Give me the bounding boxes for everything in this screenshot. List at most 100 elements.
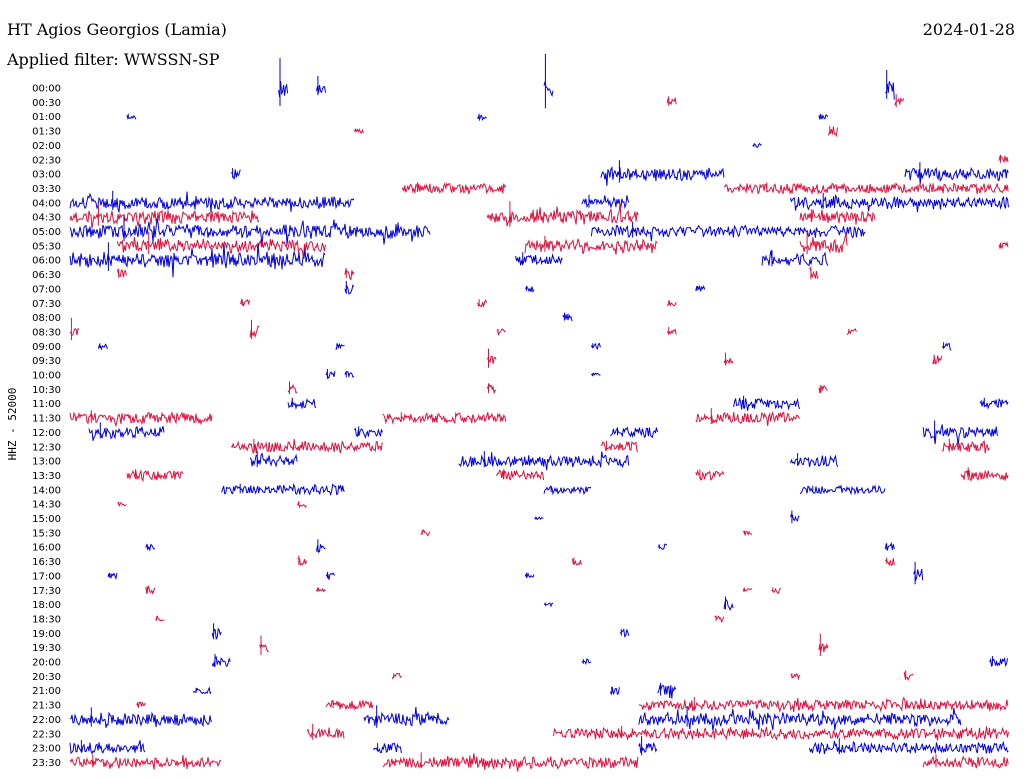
- trace-row: [543, 596, 734, 612]
- row-tick-label: 09:30: [32, 356, 61, 367]
- row-tick-labels: 00:00 00:30 01:00 01:30 02:00 02:30 03:00 03:30…: [32, 84, 61, 769]
- trace-row: [136, 696, 1009, 713]
- trace-row: [69, 190, 1009, 213]
- row-tick-label: 11:00: [32, 399, 61, 410]
- trace-row: [69, 242, 829, 278]
- trace-row: [126, 113, 829, 122]
- trace-row: [69, 752, 1009, 772]
- row-tick-label: 15:00: [32, 514, 61, 525]
- trace-row: [287, 381, 829, 395]
- row-tick-label: 23:00: [32, 744, 61, 755]
- row-tick-label: 05:00: [32, 227, 61, 238]
- trace-row: [97, 342, 952, 351]
- trace-row: [259, 633, 829, 656]
- row-tick-label: 10:00: [32, 371, 61, 382]
- row-tick-label: 11:30: [32, 414, 61, 425]
- row-tick-label: 17:00: [32, 571, 61, 582]
- row-tick-label: 20:30: [32, 672, 61, 683]
- row-tick-label: 03:00: [32, 170, 61, 181]
- row-tick-label: 00:00: [32, 84, 61, 95]
- seismogram-traces: [69, 54, 1009, 772]
- row-tick-label: 19:30: [32, 643, 61, 654]
- row-tick-label: 12:00: [32, 428, 61, 439]
- trace-row: [145, 539, 895, 554]
- row-tick-label: 03:30: [32, 184, 61, 195]
- row-tick-label: 02:30: [32, 155, 61, 166]
- trace-row: [69, 215, 866, 247]
- row-tick-label: 15:30: [32, 528, 61, 539]
- trace-row: [391, 670, 914, 681]
- trace-row: [145, 584, 781, 595]
- trace-row: [69, 317, 857, 341]
- row-tick-label: 14:30: [32, 500, 61, 511]
- trace-row: [116, 266, 819, 281]
- row-tick-label: 01:30: [32, 127, 61, 138]
- row-tick-label: 14:00: [32, 485, 61, 496]
- trace-row: [221, 482, 886, 497]
- trace-row: [117, 501, 307, 509]
- row-tick-label: 16:00: [32, 543, 61, 554]
- row-tick-label: 04:00: [32, 198, 61, 209]
- trace-row: [107, 561, 924, 585]
- trace-row: [998, 154, 1009, 164]
- trace-row: [401, 182, 1009, 196]
- trace-row: [752, 142, 762, 148]
- row-tick-label: 13:00: [32, 457, 61, 468]
- trace-row: [353, 126, 838, 138]
- trace-row: [420, 528, 753, 537]
- trace-row: [249, 451, 838, 471]
- row-tick-label: 22:00: [32, 715, 61, 726]
- row-tick-label: 09:00: [32, 342, 61, 353]
- row-tick-label: 22:30: [32, 729, 61, 740]
- trace-row: [344, 280, 706, 295]
- row-tick-label: 10:30: [32, 385, 61, 396]
- row-tick-label: 13:30: [32, 471, 61, 482]
- row-tick-label: 19:00: [32, 629, 61, 640]
- trace-row: [192, 682, 677, 699]
- trace-row: [211, 623, 630, 640]
- row-tick-label: 20:00: [32, 658, 61, 669]
- trace-row: [240, 298, 677, 309]
- trace-row: [325, 369, 601, 380]
- row-tick-label: 21:00: [32, 686, 61, 697]
- trace-row: [69, 408, 801, 428]
- trace-row: [116, 231, 1009, 259]
- row-tick-label: 08:00: [32, 313, 61, 324]
- row-tick-label: 18:30: [32, 614, 61, 625]
- row-tick-label: 04:30: [32, 213, 61, 224]
- trace-row: [69, 736, 1009, 756]
- row-tick-label: 02:00: [32, 141, 61, 152]
- row-tick-label: 08:30: [32, 327, 61, 338]
- row-tick-label: 05:30: [32, 241, 61, 252]
- trace-row: [69, 201, 876, 229]
- trace-row: [306, 723, 1009, 741]
- trace-row: [287, 395, 1009, 411]
- row-tick-label: 16:30: [32, 557, 61, 568]
- trace-row: [155, 615, 725, 624]
- trace-row: [562, 312, 573, 322]
- row-tick-label: 07:00: [32, 284, 61, 295]
- trace-row: [666, 94, 905, 108]
- row-tick-label: 01:00: [32, 112, 61, 123]
- trace-row: [69, 705, 962, 731]
- row-tick-label: 12:30: [32, 442, 61, 453]
- trace-row: [297, 555, 895, 567]
- trace-row: [88, 420, 999, 445]
- row-tick-label: 18:00: [32, 600, 61, 611]
- row-tick-label: 00:30: [32, 98, 61, 109]
- row-tick-label: 17:30: [32, 586, 61, 597]
- y-axis-label: HHZ - 52000: [6, 388, 19, 461]
- trace-row: [278, 54, 895, 109]
- date-label: 2024-01-28: [922, 20, 1015, 39]
- trace-row: [211, 654, 1009, 668]
- filter-label: Applied filter: WWSSN-SP: [7, 50, 220, 69]
- row-tick-label: 21:30: [32, 701, 61, 712]
- station-title: HT Agios Georgios (Lamia): [7, 20, 227, 39]
- row-tick-label: 06:30: [32, 270, 61, 281]
- trace-row: [230, 438, 990, 455]
- y-axis-label-text: HHZ - 52000: [6, 388, 19, 461]
- trace-row: [126, 467, 1009, 483]
- row-tick-label: 07:30: [32, 299, 61, 310]
- trace-row: [486, 348, 943, 368]
- row-tick-label: 23:30: [32, 758, 61, 769]
